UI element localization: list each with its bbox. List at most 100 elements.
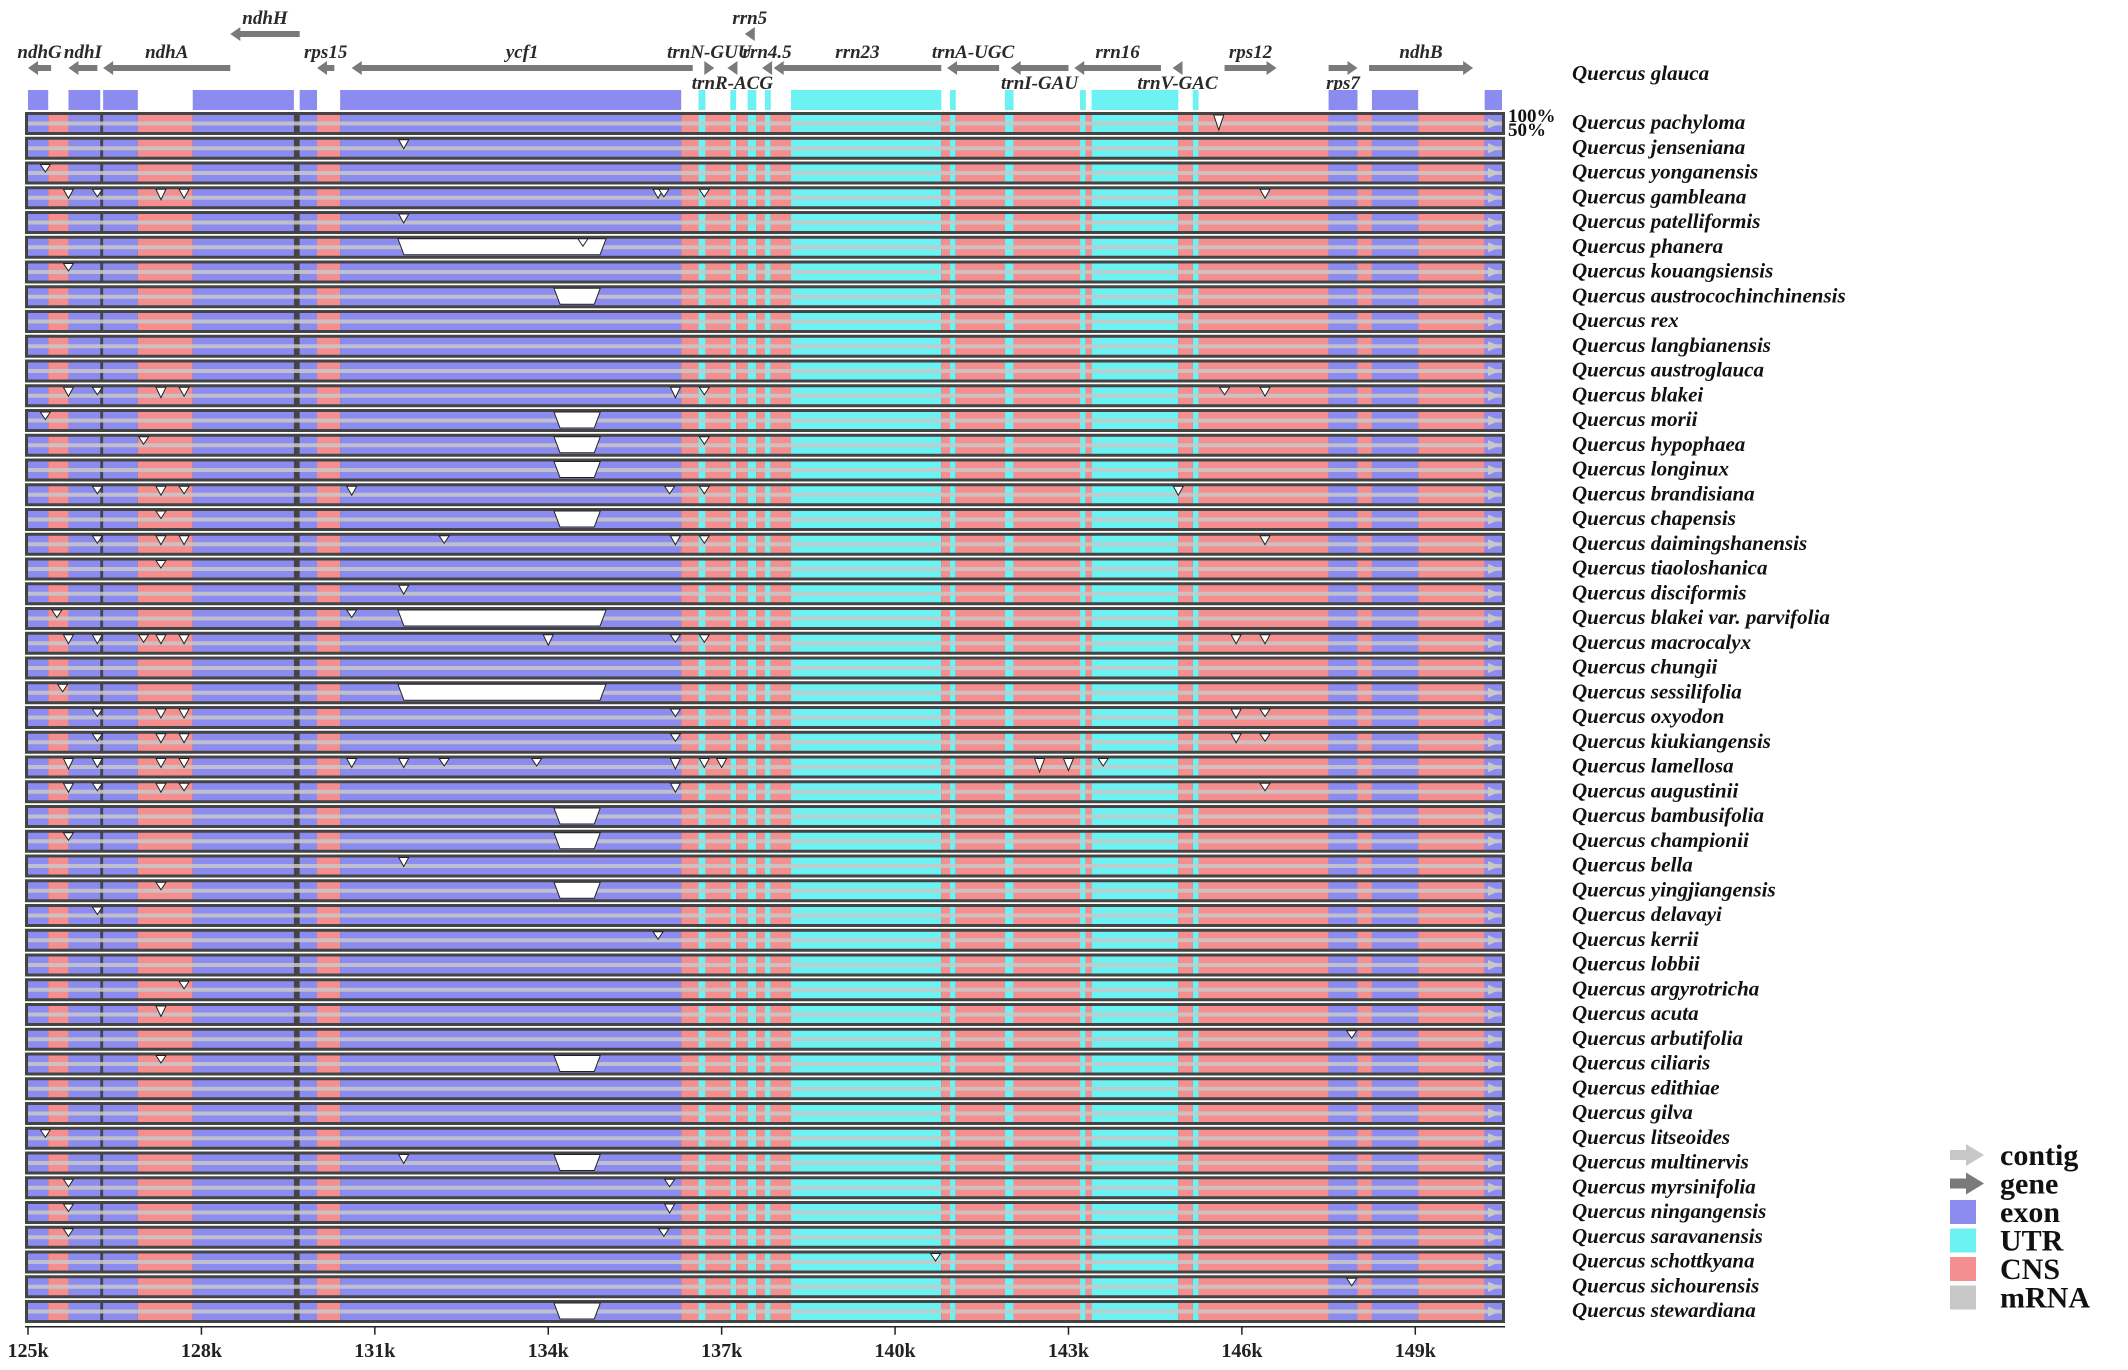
- contig-arrow: [1488, 440, 1500, 451]
- species-name: Quercus bambusifolia: [1572, 803, 1764, 827]
- gene-arrow-shape: [68, 61, 98, 75]
- species-name: Quercus austroglauca: [1572, 358, 1764, 382]
- scale-50-label: 50%: [1508, 120, 1546, 141]
- gene-label: trnN-GUU: [667, 42, 753, 63]
- gene-arrow-trnN-GUU: trnN-GUU: [667, 42, 753, 75]
- identity-dip: [62, 1228, 75, 1238]
- contig-line: [28, 1260, 1502, 1264]
- reference-exon-segment: [299, 90, 318, 110]
- alignment-gap: [553, 832, 601, 850]
- species-row: Quercus delavayi: [25, 902, 1722, 927]
- contig-arrow: [1488, 465, 1500, 475]
- species-row: Quercus yonganensis: [25, 160, 1758, 185]
- gene-label: ndhG: [17, 42, 62, 63]
- alignment-gap: [397, 683, 607, 701]
- gene-label: trnV-GAC: [1137, 73, 1218, 94]
- contig-line: [28, 1037, 1502, 1042]
- contig-line: [28, 591, 1502, 596]
- identity-dip: [91, 485, 104, 495]
- gene-label: trnR-ACG: [692, 73, 774, 94]
- species-name: Quercus ningangensis: [1572, 1199, 1766, 1223]
- cns-swatch: [1950, 1257, 1976, 1281]
- gene-label: trnI-GAU: [1001, 73, 1079, 94]
- identity-dip: [1172, 485, 1185, 497]
- identity-dip: [1259, 188, 1271, 200]
- identity-dip: [178, 188, 190, 200]
- contig-line: [28, 1161, 1502, 1165]
- x-tick-label: 149k: [1395, 1340, 1437, 1362]
- identity-dip: [62, 782, 75, 794]
- species-name: Quercus langbianensis: [1572, 333, 1771, 357]
- contig-line: [28, 715, 1502, 720]
- reference-utr-segment: [949, 90, 956, 110]
- species-row: Quercus multinervis: [25, 1150, 1749, 1175]
- species-name: Quercus disciformis: [1572, 580, 1746, 604]
- species-name: Quercus sichourensis: [1572, 1273, 1759, 1297]
- species-name: Quercus tiaoloshanica: [1572, 556, 1767, 580]
- contig-arrow: [1488, 168, 1500, 178]
- identity-dip: [91, 188, 104, 198]
- legend-label: exon: [2000, 1196, 2060, 1229]
- reference-utr-segment: [791, 90, 942, 110]
- species-name: Quercus lamellosa: [1572, 754, 1734, 778]
- gene-track: ndhG ndhI ndhA ndhH rps15 ycf1 trnN-GUU trnR-AC…: [17, 8, 1474, 94]
- gene-label: rps7: [1326, 73, 1361, 94]
- contig-arrow: [1488, 836, 1500, 847]
- identity-dip: [715, 758, 728, 769]
- contig-arrow: [1488, 1083, 1500, 1094]
- identity-dip: [397, 584, 410, 596]
- identity-dip: [1230, 733, 1242, 744]
- identity-dip: [698, 188, 711, 198]
- identity-dip: [155, 560, 167, 569]
- species-row: Quercus daimingshanensis: [25, 531, 1807, 556]
- identity-scale: 100% 50%: [1508, 106, 1556, 141]
- species-row: Quercus edithiae: [25, 1075, 1720, 1101]
- species-row: Quercus jenseniana: [25, 135, 1745, 160]
- identity-dip: [345, 609, 358, 619]
- contig-arrow: [1488, 885, 1500, 896]
- contig-arrow: [1488, 1059, 1500, 1069]
- species-row: Quercus arbutifolia: [25, 1026, 1743, 1051]
- contig-arrow: [1488, 910, 1500, 921]
- reference-track: Quercus glauca: [28, 61, 1709, 110]
- identity-dip: [56, 683, 69, 693]
- contig-arrow: [1488, 1232, 1500, 1243]
- gene-arrow-shape: [947, 61, 1000, 75]
- legend-item-mrna: mRNA: [1950, 1282, 2090, 1315]
- reference-name: Quercus glauca: [1572, 61, 1709, 85]
- identity-dip: [397, 1154, 410, 1165]
- contig-arrow: [1488, 564, 1500, 574]
- reference-utr-segment: [1091, 90, 1179, 110]
- contig-line: [28, 195, 1502, 200]
- gene-arrow-ycf1: ycf1: [351, 42, 693, 75]
- species-row: Quercus rex: [25, 308, 1679, 333]
- identity-dip: [652, 931, 664, 941]
- species-name: Quercus austrocochinchinensis: [1572, 283, 1846, 307]
- gene-arrow-trnV-GAC: trnV-GAC: [1137, 61, 1218, 94]
- alignment-gap: [553, 461, 601, 478]
- gene-arrow-shape: [103, 61, 231, 75]
- contig-line: [28, 492, 1502, 497]
- species-row: Quercus augustinii: [25, 778, 1738, 804]
- gene-arrow-shape: [773, 61, 942, 75]
- gene-arrow-shape: [744, 27, 755, 41]
- species-name: Quercus bella: [1572, 853, 1693, 877]
- species-row: Quercus schottkyana: [25, 1249, 1755, 1274]
- species-row: Quercus macrocalyx: [25, 630, 1751, 655]
- contig-line: [28, 740, 1502, 745]
- contig-line: [28, 468, 1502, 472]
- contig-arrow: [1488, 1034, 1500, 1045]
- contig-line: [28, 1235, 1502, 1240]
- species-name: Quercus oxyodon: [1572, 704, 1724, 728]
- identity-dip: [62, 1203, 75, 1213]
- contig-line: [28, 443, 1502, 448]
- contig-arrow: [1488, 366, 1500, 376]
- contig-line: [28, 245, 1502, 250]
- alignment-gap: [553, 436, 601, 454]
- gene-arrow-ndhH: ndhH: [230, 8, 300, 41]
- species-name: Quercus arbutifolia: [1572, 1026, 1743, 1050]
- identity-dip: [1259, 708, 1271, 718]
- contig-line: [28, 1012, 1502, 1017]
- species-row: Quercus championii: [25, 828, 1749, 853]
